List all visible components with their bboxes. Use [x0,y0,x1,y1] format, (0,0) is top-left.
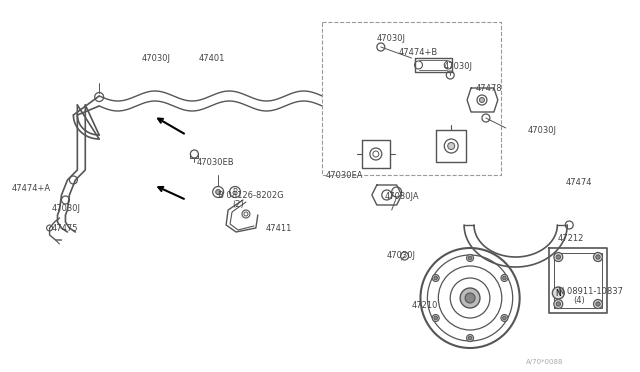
Circle shape [596,302,600,306]
Text: 47030JA: 47030JA [385,192,419,201]
Text: N: N [556,289,561,298]
Text: N 08911-10837: N 08911-10837 [558,286,623,295]
Text: 47030J: 47030J [52,203,81,212]
Circle shape [460,288,480,308]
Circle shape [593,299,602,308]
Text: (2): (2) [232,199,244,208]
Circle shape [432,275,439,282]
Text: A/70*0088: A/70*0088 [525,359,563,365]
Text: 47030J: 47030J [142,54,171,62]
Text: (4): (4) [573,295,585,305]
Text: 47474+B: 47474+B [399,48,438,57]
Text: 47030J: 47030J [527,125,557,135]
Circle shape [467,254,474,262]
Circle shape [593,253,602,262]
Text: 47212: 47212 [557,234,584,243]
Circle shape [554,253,563,262]
Circle shape [556,255,561,259]
Text: 47411: 47411 [266,224,292,232]
Circle shape [552,287,564,299]
Text: 47401: 47401 [198,54,225,62]
Circle shape [479,97,484,103]
Circle shape [468,256,472,260]
Circle shape [554,299,563,308]
Text: 47030EA: 47030EA [325,170,363,180]
Circle shape [501,314,508,321]
Text: 47474: 47474 [565,177,592,186]
Circle shape [448,142,454,150]
Text: B: B [232,188,237,197]
Text: 47030EB: 47030EB [196,157,234,167]
Circle shape [556,302,561,306]
Circle shape [501,275,508,282]
Circle shape [434,276,438,280]
Text: 47030J: 47030J [387,250,416,260]
Circle shape [465,293,475,303]
Text: 47030J: 47030J [444,61,472,71]
Text: 47030J: 47030J [377,33,406,42]
Circle shape [434,316,438,320]
Text: 47475: 47475 [52,224,78,232]
Circle shape [467,334,474,341]
Circle shape [596,255,600,259]
Circle shape [432,314,439,321]
Text: 47210: 47210 [412,301,438,310]
Text: 47478: 47478 [476,83,502,93]
Text: B 08126-8202G: B 08126-8202G [218,190,284,199]
Text: 47474+A: 47474+A [12,183,51,192]
Circle shape [216,189,221,195]
Circle shape [502,276,506,280]
Circle shape [468,336,472,340]
Circle shape [502,316,506,320]
